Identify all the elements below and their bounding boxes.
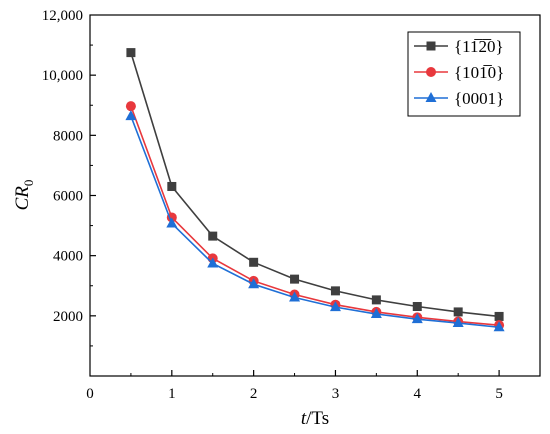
data-point	[167, 181, 177, 191]
legend-label: {0001}	[454, 89, 504, 108]
y-axis-title: CR0	[12, 180, 36, 211]
data-point	[452, 317, 464, 328]
y-tick-label: 8000	[53, 128, 83, 144]
data-point	[125, 101, 136, 112]
legend-label: {11̅2̅0}	[454, 37, 504, 56]
series-layer	[125, 48, 505, 332]
data-point	[330, 286, 340, 296]
x-axis: 0 1 2 3 4 5	[86, 370, 503, 402]
data-point	[249, 257, 259, 267]
series-line	[130, 105, 500, 326]
data-point	[126, 48, 136, 58]
data-point	[207, 257, 219, 268]
x-tick-label: 2	[250, 386, 258, 402]
legend-marker	[425, 92, 437, 102]
legend: {11̅2̅0} {101̅0} {0001}	[407, 31, 521, 117]
data-point	[411, 313, 423, 324]
data-point	[494, 311, 504, 321]
legend-marker	[426, 67, 436, 77]
x-tick-label: 1	[168, 386, 176, 402]
y-tick-label: 10,000	[42, 68, 83, 84]
x-axis-title: t/Ts	[301, 408, 329, 429]
x-tick-label: 4	[414, 386, 422, 402]
data-point	[412, 302, 422, 312]
series-triangle	[125, 110, 505, 332]
data-point	[290, 274, 300, 284]
x-tick-label: 0	[86, 386, 94, 402]
y-axis-title-main: CR	[12, 186, 33, 211]
x-tick-label: 3	[332, 386, 340, 402]
y-axis-title-sub: 0	[21, 180, 36, 187]
data-point	[493, 321, 505, 332]
series-square	[126, 48, 504, 321]
data-point	[125, 110, 137, 121]
series-circle	[125, 101, 505, 331]
series-line	[130, 52, 500, 318]
data-point	[371, 295, 381, 305]
data-point	[289, 291, 301, 302]
data-point	[248, 278, 260, 289]
data-point	[329, 301, 341, 312]
x-axis-title-italic: t	[301, 408, 307, 429]
y-axis: 2000 4000 6000 8000 10,000 12,000	[42, 8, 96, 347]
y-tick-label: 6000	[53, 189, 83, 205]
legend-marker	[426, 41, 436, 51]
data-point	[208, 231, 218, 241]
series-line	[130, 115, 500, 329]
y-tick-label: 2000	[53, 309, 83, 325]
x-tick-label: 5	[495, 386, 503, 402]
data-point	[453, 307, 463, 317]
legend-label: {101̅0}	[454, 63, 504, 82]
x-axis-title-rest: /Ts	[306, 408, 329, 429]
data-point	[166, 217, 178, 228]
data-point	[370, 308, 382, 319]
y-tick-label: 12,000	[42, 8, 83, 24]
y-tick-label: 4000	[53, 249, 83, 265]
